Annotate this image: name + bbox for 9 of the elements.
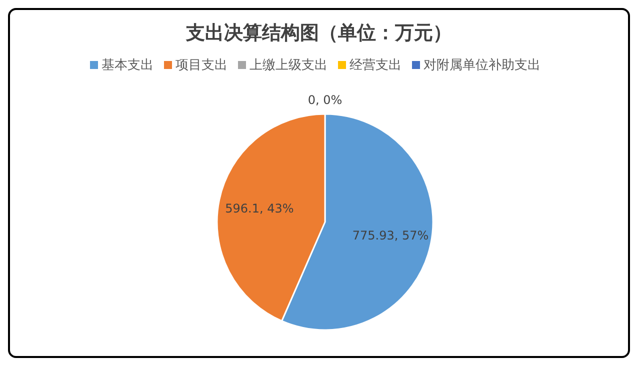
chart-title: 支出决算结构图（单位：万元） [184,21,453,46]
legend-label: 上缴上级支出 [250,58,328,73]
legend-label: 基本支出 [102,58,154,73]
data-label: 775.93, 57% [352,228,429,243]
data-label: 596.1, 43% [225,201,294,216]
text: 0, 0% [308,93,342,107]
legend-label: 项目支出 [176,58,228,73]
legend-label: 对附属单位补助支出 [424,58,540,73]
legend-label: 经营支出 [350,58,402,73]
